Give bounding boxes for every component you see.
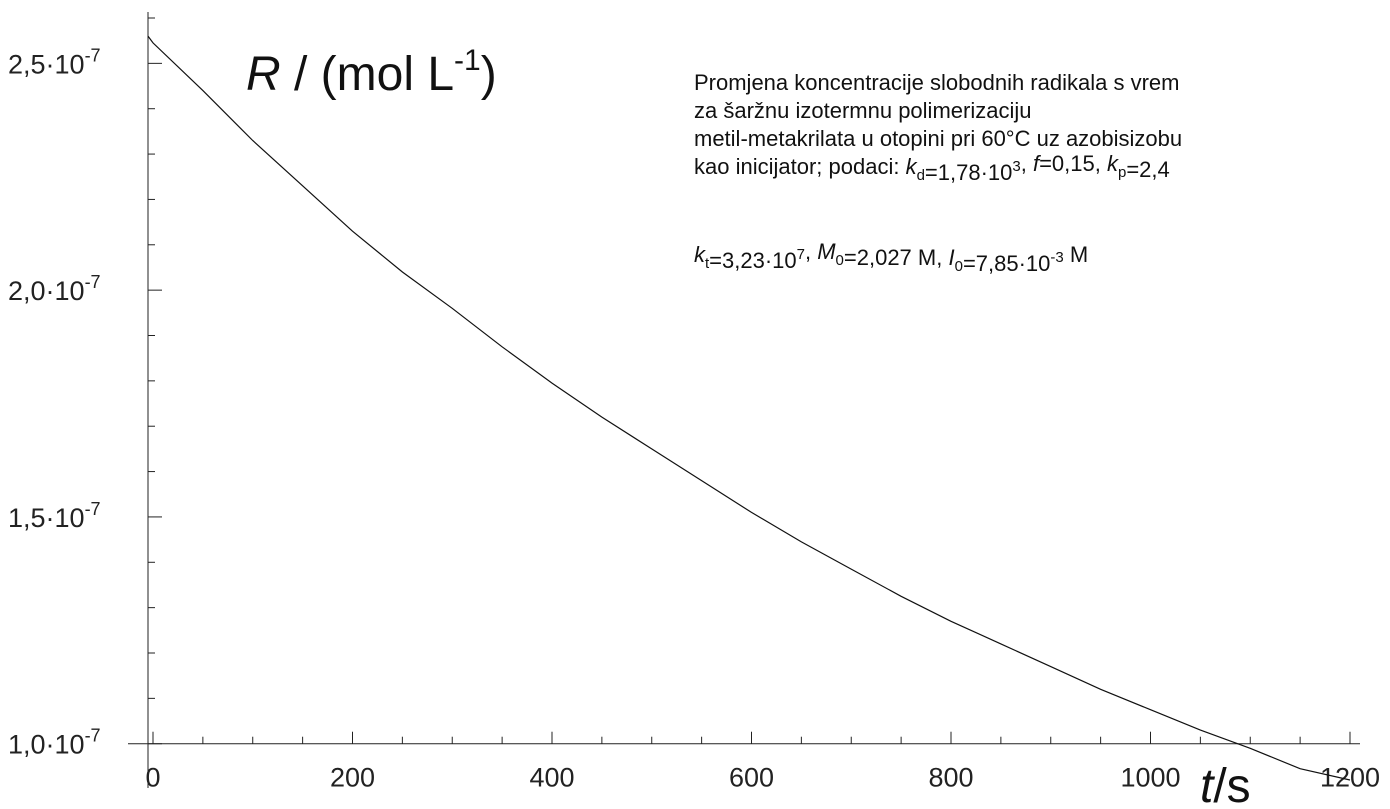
title-line-5: kt=3,23·107, M0=2,027 M, I0=7,85·10-3 M xyxy=(694,239,1088,276)
x-tick-label: 800 xyxy=(928,763,973,793)
x-tick-label: 600 xyxy=(729,763,774,793)
series-line-1 xyxy=(147,35,1351,781)
y-axis-title-unit: / (mol L xyxy=(281,48,454,101)
y-axis-title-symbol: R xyxy=(246,48,281,101)
title-line-3: metil-metakrilata u otopini pri 60°C uz … xyxy=(694,126,1182,151)
ticks xyxy=(148,17,1351,745)
tick-labels: 0 200 400 600 800 1000 1200 1,0·10-7 1,5·10-7 2,0… xyxy=(8,45,1380,792)
x-tick-label: 400 xyxy=(529,763,574,793)
x-axis-title: t/s xyxy=(1200,760,1251,809)
y-tick-label: 1,5·10-7 xyxy=(8,499,101,533)
x-tick-label: 0 xyxy=(145,763,160,793)
title-line-2: za šaržnu izotermnu polimerizaciju xyxy=(694,98,1031,123)
y-axis-title-exponent: -1 xyxy=(454,44,481,77)
x-tick-label: 200 xyxy=(330,763,375,793)
axes xyxy=(128,12,1360,788)
x-tick-label: 1000 xyxy=(1120,763,1180,793)
y-axis-title: R / (mol L-1) xyxy=(246,44,497,101)
title-line-4: kao inicijator; podaci: kd=1,78·103, f=0… xyxy=(694,151,1170,185)
x-tick-label: 1200 xyxy=(1320,763,1380,793)
chart-title: Promjena koncentracije slobodnih radikal… xyxy=(694,70,1182,276)
y-tick-label: 1,0·10-7 xyxy=(8,726,101,760)
y-tick-label: 2,5·10-7 xyxy=(8,45,101,79)
y-tick-label: 2,0·10-7 xyxy=(8,272,101,306)
series-layer xyxy=(147,35,1351,781)
x-axis-title-symbol: t xyxy=(1200,760,1215,809)
y-axis-title-close: ) xyxy=(481,48,497,101)
title-line-1: Promjena koncentracije slobodnih radikal… xyxy=(694,70,1179,95)
x-axis-title-unit: /s xyxy=(1213,760,1250,809)
